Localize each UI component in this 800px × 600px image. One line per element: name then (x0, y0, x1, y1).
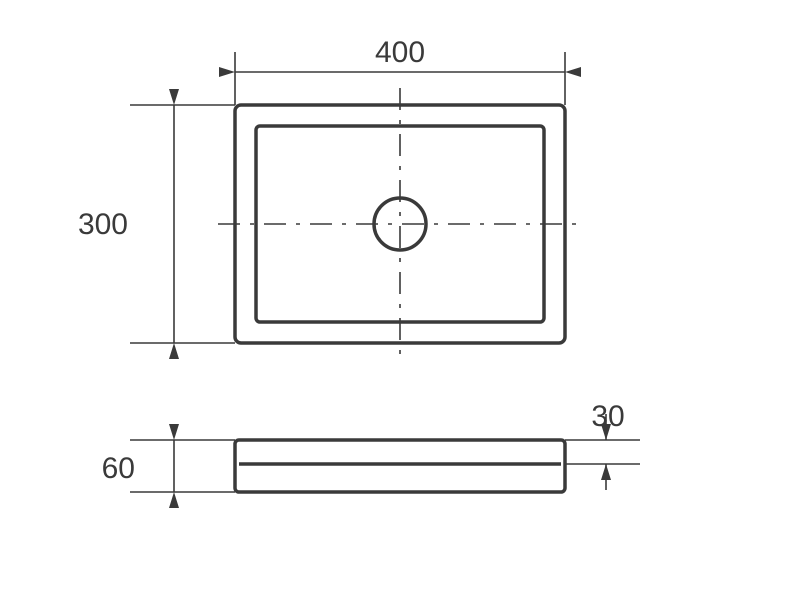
dim-label-60: 60 (102, 452, 135, 485)
dimension-arrow (169, 89, 179, 105)
dimension-arrow (169, 424, 179, 440)
dimension-arrow (219, 67, 235, 77)
side-view-outer (235, 440, 565, 492)
dim-label-30: 30 (591, 400, 624, 433)
dim-label-height: 300 (78, 208, 128, 241)
dim-label-width: 400 (375, 36, 425, 69)
dimension-arrow (601, 464, 611, 480)
technical-drawing: 400 300 60 30 (0, 0, 800, 600)
dimension-arrow (169, 492, 179, 508)
dimension-arrow (169, 343, 179, 359)
dimension-arrow (565, 67, 581, 77)
